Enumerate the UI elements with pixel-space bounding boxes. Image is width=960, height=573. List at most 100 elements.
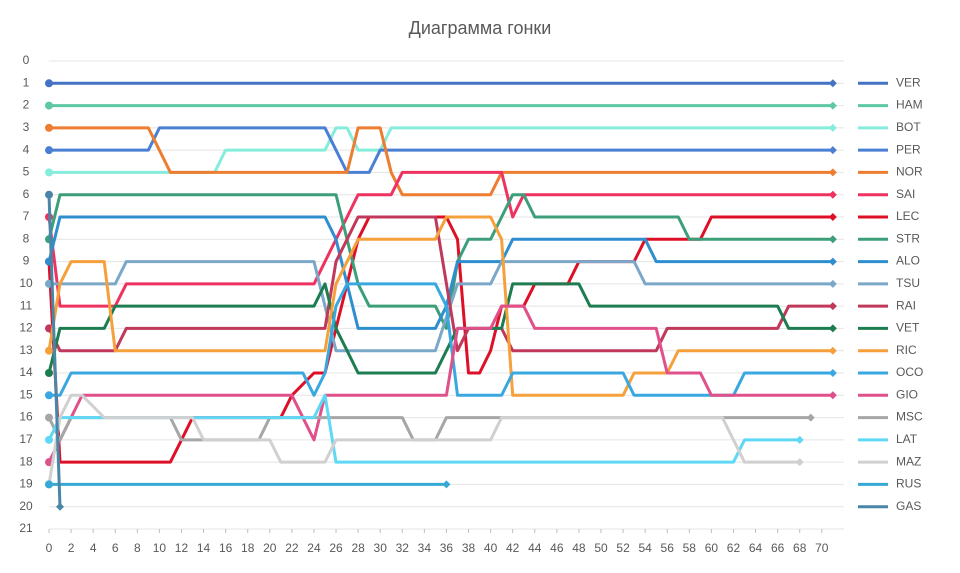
series-line bbox=[47, 393, 800, 485]
x-tick-label: 14 bbox=[197, 541, 211, 555]
end-marker bbox=[828, 302, 837, 311]
series-line bbox=[47, 215, 833, 330]
y-tick-label: 14 bbox=[19, 365, 33, 379]
end-marker bbox=[828, 279, 837, 288]
legend-label: MSC bbox=[896, 410, 923, 424]
series-line bbox=[47, 215, 833, 353]
legend-label: GIO bbox=[896, 387, 918, 401]
series-line bbox=[49, 126, 833, 197]
legend-label: NOR bbox=[896, 165, 923, 179]
end-marker bbox=[56, 502, 65, 511]
y-tick-label: 0 bbox=[23, 53, 30, 67]
y-tick-label: 1 bbox=[23, 75, 30, 89]
y-tick-label: 20 bbox=[19, 499, 33, 513]
y-tick-label: 17 bbox=[19, 432, 33, 446]
legend-label: VET bbox=[896, 321, 920, 335]
legend-label: PER bbox=[896, 142, 921, 156]
x-tick-label: 68 bbox=[793, 541, 807, 555]
series-line bbox=[47, 416, 811, 442]
legend-label: MAZ bbox=[896, 454, 921, 468]
x-tick-label: 28 bbox=[351, 541, 365, 555]
x-tick-label: 20 bbox=[263, 541, 277, 555]
x-tick-label: 40 bbox=[484, 541, 498, 555]
x-tick-label: 66 bbox=[771, 541, 785, 555]
end-marker bbox=[828, 391, 837, 400]
legend-label: OCO bbox=[896, 365, 923, 379]
series-line bbox=[47, 282, 833, 375]
series-line bbox=[47, 194, 62, 507]
x-tick-label: 12 bbox=[175, 541, 189, 555]
end-marker bbox=[828, 190, 837, 199]
legend-label: HAM bbox=[896, 98, 923, 112]
y-tick-label: 21 bbox=[19, 521, 33, 535]
start-marker bbox=[45, 369, 53, 377]
y-tick-label: 3 bbox=[23, 120, 30, 134]
series-line bbox=[47, 215, 833, 397]
legend-label: VER bbox=[896, 75, 921, 89]
series-line bbox=[49, 126, 833, 174]
legend-label: RUS bbox=[896, 477, 921, 491]
start-marker bbox=[45, 480, 53, 489]
series-line bbox=[49, 282, 833, 397]
x-tick-label: 34 bbox=[418, 541, 432, 555]
x-tick-label: 18 bbox=[241, 541, 255, 555]
start-marker bbox=[45, 101, 53, 110]
end-marker bbox=[828, 79, 837, 88]
legend-label: LAT bbox=[896, 432, 918, 446]
end-marker bbox=[828, 168, 837, 177]
end-marker bbox=[828, 257, 837, 266]
end-marker bbox=[828, 369, 837, 377]
x-tick-label: 46 bbox=[550, 541, 564, 555]
legend-label: ALO bbox=[896, 254, 920, 268]
x-tick-label: 52 bbox=[616, 541, 630, 555]
x-tick-label: 10 bbox=[153, 541, 167, 555]
x-tick-label: 60 bbox=[705, 541, 719, 555]
x-tick-label: 4 bbox=[90, 541, 97, 555]
end-marker bbox=[828, 213, 837, 221]
end-marker bbox=[828, 346, 837, 355]
x-tick-label: 24 bbox=[307, 541, 321, 555]
x-tick-label: 6 bbox=[112, 541, 119, 555]
start-marker bbox=[45, 346, 53, 355]
y-tick-label: 9 bbox=[23, 254, 30, 268]
x-tick-label: 38 bbox=[462, 541, 476, 555]
x-tick-label: 22 bbox=[285, 541, 299, 555]
y-tick-label: 19 bbox=[19, 477, 33, 491]
x-tick-label: 64 bbox=[749, 541, 763, 555]
y-tick-label: 12 bbox=[19, 321, 33, 335]
series-line bbox=[49, 126, 833, 174]
x-tick-label: 8 bbox=[134, 541, 141, 555]
start-marker bbox=[45, 146, 53, 155]
y-tick-label: 10 bbox=[19, 276, 33, 290]
legend-label: BOT bbox=[896, 120, 921, 134]
y-tick-label: 4 bbox=[23, 142, 30, 156]
y-tick-label: 16 bbox=[19, 410, 33, 424]
x-tick-label: 42 bbox=[506, 541, 520, 555]
y-tick-label: 11 bbox=[20, 298, 33, 312]
end-marker bbox=[806, 413, 815, 422]
start-marker bbox=[45, 168, 53, 177]
end-marker bbox=[828, 324, 837, 333]
start-marker bbox=[45, 123, 53, 132]
y-tick-label: 13 bbox=[19, 343, 33, 357]
start-marker bbox=[45, 413, 53, 422]
x-tick-label: 56 bbox=[661, 541, 675, 555]
end-marker bbox=[795, 435, 804, 444]
x-tick-label: 48 bbox=[572, 541, 586, 555]
y-tick-label: 5 bbox=[23, 165, 30, 179]
x-tick-label: 30 bbox=[374, 541, 388, 555]
x-tick-label: 70 bbox=[815, 541, 829, 555]
x-tick-label: 2 bbox=[68, 541, 75, 555]
x-tick-label: 26 bbox=[329, 541, 343, 555]
x-tick-label: 16 bbox=[219, 541, 233, 555]
legend-label: RIC bbox=[896, 343, 917, 357]
series-line bbox=[49, 260, 833, 353]
end-marker bbox=[828, 123, 837, 132]
legend-label: LEC bbox=[896, 209, 920, 223]
x-tick-label: 62 bbox=[727, 541, 741, 555]
start-marker bbox=[45, 391, 53, 400]
x-tick-label: 58 bbox=[683, 541, 697, 555]
legend-label: STR bbox=[896, 231, 920, 245]
y-tick-label: 8 bbox=[23, 231, 30, 245]
end-marker bbox=[828, 101, 837, 110]
